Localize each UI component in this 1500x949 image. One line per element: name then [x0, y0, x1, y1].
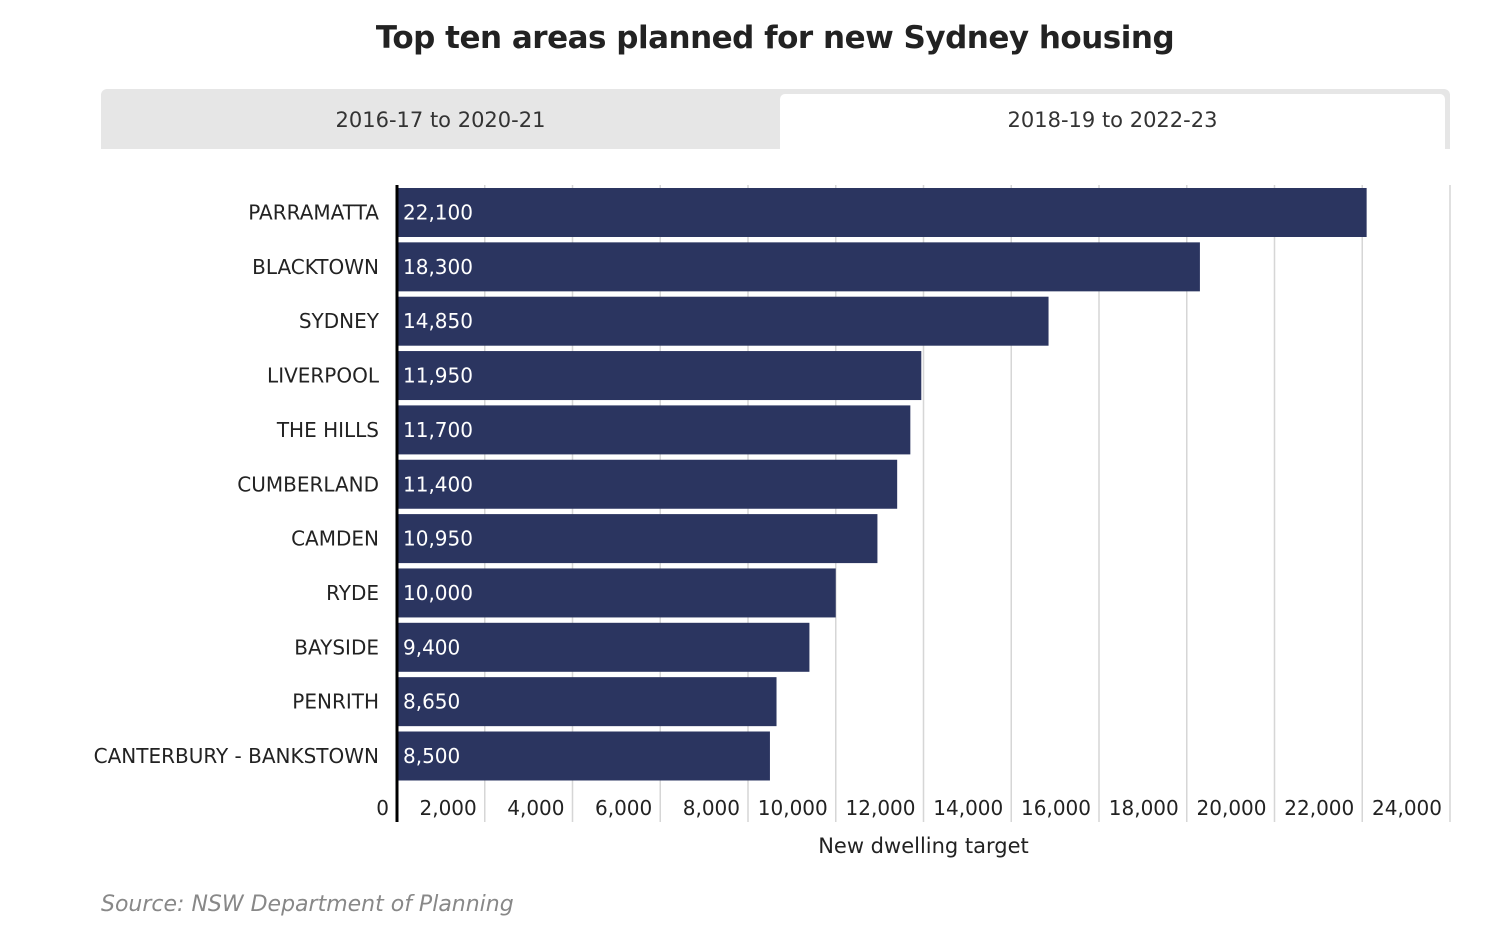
category-label: CAMDEN — [291, 527, 379, 551]
data-label: 8,650 — [403, 690, 460, 714]
chart-title: Top ten areas planned for new Sydney hou… — [375, 20, 1175, 56]
x-tick-label: 20,000 — [1197, 796, 1267, 820]
data-label: 8,500 — [403, 744, 460, 768]
x-tick-label: 14,000 — [933, 796, 1003, 820]
data-label: 11,950 — [403, 364, 473, 388]
data-label: 22,100 — [403, 201, 473, 225]
period-tabs: 2016-17 to 2020-21 2018-19 to 2022-23 — [101, 89, 1450, 149]
bar-chart: 22,100 PARRAMATTA 18,300 BLACKTOWN 14,850 SYD… — [94, 185, 1451, 858]
bar — [397, 514, 878, 564]
category-label: LIVERPOOL — [267, 364, 380, 388]
x-tick-label: 18,000 — [1109, 796, 1179, 820]
bar — [397, 731, 770, 781]
tab-2016-17-to-2020-21[interactable]: 2016-17 to 2020-21 — [335, 108, 546, 132]
data-label: 10,950 — [403, 527, 473, 551]
x-tick-label: 22,000 — [1284, 796, 1354, 820]
bar — [397, 242, 1200, 292]
x-tick-label: 10,000 — [758, 796, 828, 820]
x-axis-title: New dwelling target — [818, 834, 1029, 858]
bar — [397, 405, 911, 455]
data-label: 11,400 — [403, 472, 473, 496]
bar — [397, 568, 836, 618]
category-label: CUMBERLAND — [237, 472, 379, 496]
data-label: 11,700 — [403, 418, 473, 442]
x-tick-label: 24,000 — [1372, 796, 1442, 820]
data-label: 9,400 — [403, 635, 460, 659]
category-label: PARRAMATTA — [248, 201, 379, 225]
x-tick-label: 12,000 — [846, 796, 916, 820]
category-label: BLACKTOWN — [252, 255, 379, 279]
bar — [397, 622, 810, 672]
x-tick-label: 4,000 — [507, 796, 564, 820]
x-tick-label: 6,000 — [595, 796, 652, 820]
x-tick-label: 8,000 — [683, 796, 740, 820]
bar — [397, 677, 777, 727]
category-label: SYDNEY — [299, 309, 380, 333]
bar — [397, 296, 1049, 346]
bar — [397, 188, 1367, 237]
x-tick-label: 16,000 — [1021, 796, 1091, 820]
tab-2018-19-to-2022-23[interactable]: 2018-19 to 2022-23 — [780, 94, 1445, 149]
data-label: 18,300 — [403, 255, 473, 279]
data-label: 10,000 — [403, 581, 473, 605]
source-note: Source: NSW Department of Planning — [101, 892, 514, 917]
category-label: RYDE — [326, 581, 379, 605]
category-label: BAYSIDE — [294, 635, 379, 659]
data-label: 14,850 — [403, 309, 473, 333]
bar — [397, 459, 898, 509]
category-label: THE HILLS — [276, 418, 379, 442]
x-tick-label: 0 — [376, 796, 389, 820]
category-label: PENRITH — [292, 690, 379, 714]
x-tick-label: 2,000 — [419, 796, 476, 820]
bar — [397, 351, 922, 401]
category-label: CANTERBURY - BANKSTOWN — [94, 744, 379, 768]
